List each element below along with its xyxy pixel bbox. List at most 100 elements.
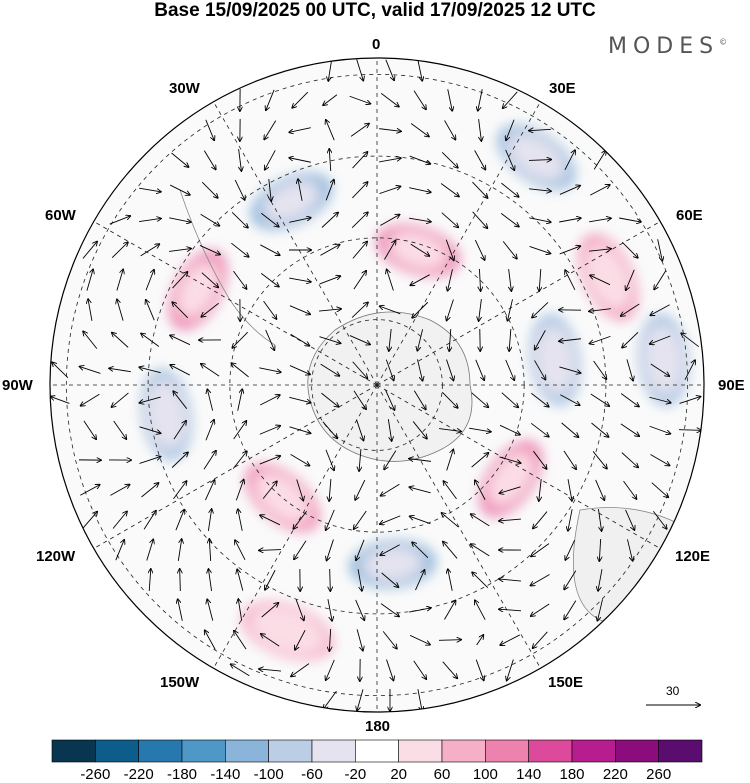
- wind-vector-257: [567, 479, 572, 501]
- wind-vector-24: [506, 119, 515, 140]
- wind-vector-85: [384, 240, 395, 260]
- wind-vector-347: [386, 659, 394, 681]
- wind-vector-218: [620, 423, 639, 436]
- wind-vector-219: [649, 425, 671, 433]
- wind-vector-41: [139, 187, 161, 192]
- wind-vector-203: [173, 421, 186, 440]
- wind-vector-311: [499, 579, 521, 581]
- colorbar-swatch-2: [138, 739, 183, 763]
- wind-vector-289: [356, 539, 365, 560]
- wind-vector-330: [205, 630, 216, 650]
- wind-vector-352: [324, 690, 337, 709]
- wind-vector-313: [564, 570, 577, 590]
- wind-vector-156: [52, 362, 69, 378]
- wind-vector-308: [415, 570, 424, 591]
- wind-vector-240: [650, 454, 669, 466]
- wind-vector-320: [327, 599, 332, 621]
- wind-vector-179: [81, 393, 100, 406]
- wind-vector-229: [325, 449, 334, 470]
- wind-vectors: [51, 59, 701, 711]
- wind-vector-115: [88, 299, 93, 321]
- wind-vector-273: [442, 513, 459, 528]
- wind-vector-119: [201, 302, 219, 317]
- wind-vector-285: [235, 540, 246, 560]
- colorbar-tick-11: 180: [559, 766, 585, 783]
- colorbar-swatch-8: [398, 739, 443, 763]
- wind-vector-52: [472, 181, 487, 198]
- wind-vector-293: [471, 544, 490, 557]
- wind-vector-70: [500, 213, 519, 226]
- wind-vector-305: [330, 568, 331, 591]
- wind-vector-248: [296, 479, 304, 500]
- wind-vector-27: [203, 150, 215, 170]
- wind-vector-38: [528, 160, 551, 161]
- colorbar: [51, 739, 703, 763]
- wind-vector-1: [356, 59, 364, 80]
- wind-vector-296: [565, 539, 576, 560]
- wind-vector-22: [444, 120, 456, 139]
- wind-vector-338: [438, 640, 461, 641]
- wind-vector-237: [563, 450, 576, 469]
- wind-vector-99: [201, 272, 218, 288]
- lon-label-60w: 60W: [45, 207, 76, 224]
- wind-vector-48: [352, 182, 367, 199]
- wind-vector-30: [289, 158, 311, 163]
- wind-vector-89: [502, 241, 517, 258]
- wind-vector-310: [472, 572, 489, 589]
- wind-vector-153: [622, 332, 639, 347]
- wind-vector-316: [207, 599, 214, 621]
- colorbar-tick-7: 20: [390, 766, 407, 783]
- wind-vector-87: [445, 239, 454, 261]
- logo-text: MODES: [608, 34, 720, 59]
- wind-vector-35: [441, 151, 458, 167]
- colorbar-swatch-11: [528, 739, 573, 763]
- wind-vector-159: [139, 367, 161, 374]
- wind-vector-234: [471, 453, 489, 468]
- wind-vector-6: [292, 91, 309, 108]
- wind-vector-116: [117, 299, 124, 321]
- wind-vector-241: [80, 485, 99, 496]
- wind-vector-211: [412, 421, 427, 438]
- wind-vector-164: [289, 365, 310, 375]
- wind-vector-58: [139, 218, 161, 222]
- wind-vector-84: [352, 242, 367, 259]
- wind-vector-225: [203, 451, 216, 470]
- wind-vector-315: [178, 599, 183, 621]
- graticule: [50, 58, 704, 712]
- wind-vector-333: [295, 630, 306, 650]
- wind-vector-227: [259, 456, 280, 465]
- wind-vector-325: [475, 600, 486, 620]
- colorbar-tick-1: -220: [123, 766, 154, 783]
- wind-vector-244: [173, 481, 186, 500]
- wind-vector-199: [679, 397, 701, 404]
- wind-vector-92: [589, 249, 611, 251]
- wind-vector-104: [353, 271, 366, 290]
- wind-vector-242: [110, 485, 129, 496]
- meridian-240: [93, 384, 378, 549]
- wind-vector-103: [319, 276, 341, 285]
- wind-vector-200: [83, 420, 96, 439]
- wind-vector-137: [141, 334, 160, 347]
- meridian-120: [376, 384, 661, 549]
- wind-vector-86: [410, 243, 430, 256]
- wind-vector-351: [507, 659, 514, 681]
- wind-vector-105: [387, 270, 394, 291]
- wind-vector-263: [143, 511, 156, 530]
- wind-vector-162: [231, 363, 249, 378]
- wind-vector-102: [289, 277, 311, 282]
- lon-label-60e: 60E: [676, 207, 703, 224]
- wind-vector-44: [234, 179, 245, 200]
- lon-label-120e: 120E: [675, 548, 711, 565]
- anomaly-11-level-3: [250, 606, 325, 655]
- wind-vector-8: [349, 95, 371, 104]
- wind-vector-54: [529, 189, 551, 191]
- lon-label-150e: 150E: [548, 674, 584, 691]
- wind-vector-154: [650, 335, 671, 344]
- wind-vector-256: [539, 479, 541, 501]
- wind-vector-25: [529, 129, 552, 130]
- wind-vector-286: [259, 550, 282, 551]
- wind-vector-251: [381, 483, 400, 496]
- wind-vector-158: [109, 368, 131, 373]
- wind-vector-144: [349, 335, 370, 345]
- wind-vector-353: [357, 689, 364, 710]
